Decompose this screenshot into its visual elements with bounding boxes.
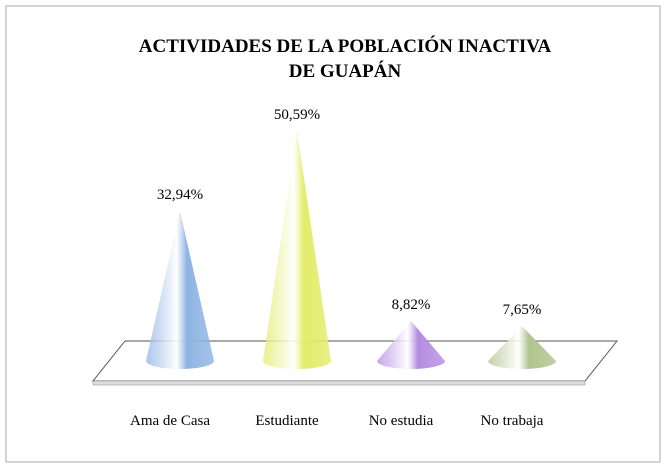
chart-title: ACTIVIDADES DE LA POBLACIÓN INACTIVA DE …	[138, 36, 552, 82]
cone	[146, 211, 214, 369]
x-tick-label: No trabaja	[481, 413, 544, 429]
chart-border	[5, 5, 661, 463]
x-tick-label: Ama de Casa	[130, 413, 210, 429]
cone	[488, 326, 556, 369]
data-label: 8,82%	[392, 297, 431, 313]
data-label: 50,59%	[274, 107, 320, 123]
cone	[377, 320, 445, 369]
x-tick-label: No estudia	[369, 413, 434, 429]
floor-edge	[92, 380, 586, 386]
data-label: 32,94%	[157, 187, 203, 203]
data-label: 7,65%	[503, 302, 542, 318]
x-tick-label: Estudiante	[255, 413, 319, 429]
cone	[263, 130, 331, 369]
